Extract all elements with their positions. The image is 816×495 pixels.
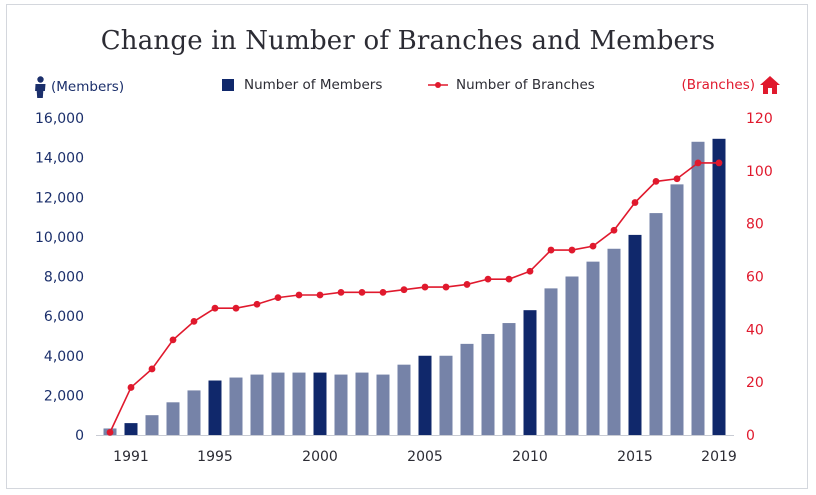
member-bar <box>502 323 516 435</box>
branch-point <box>232 304 240 312</box>
branch-point <box>610 226 618 234</box>
branch-point <box>400 286 408 294</box>
member-bar <box>586 261 600 435</box>
branch-point <box>274 294 282 302</box>
member-bar <box>292 372 306 435</box>
x-tick-label: 2000 <box>302 449 338 465</box>
member-bar <box>649 213 663 435</box>
right-tick-label: 120 <box>746 111 773 127</box>
branch-point <box>253 300 261 308</box>
member-bar <box>124 423 138 435</box>
left-tick-label: 6,000 <box>44 309 84 325</box>
member-bar <box>334 374 348 435</box>
chart-title: Change in Number of Branches and Members <box>100 26 716 56</box>
left-tick-label: 4,000 <box>44 349 84 365</box>
member-bar <box>208 380 222 435</box>
branch-point <box>568 246 576 254</box>
left-tick-label: 16,000 <box>35 111 84 127</box>
branch-point <box>715 159 723 167</box>
x-tick-label: 1991 <box>113 449 149 465</box>
right-tick-label: 0 <box>746 428 755 444</box>
left-tick-label: 12,000 <box>35 190 84 206</box>
branch-point <box>694 159 702 167</box>
left-tick-label: 10,000 <box>35 230 84 246</box>
branch-point <box>484 275 492 283</box>
legend-swatch-branches <box>428 82 448 88</box>
x-tick-label: 2019 <box>701 449 737 465</box>
branch-point <box>127 384 135 391</box>
legend-item-branches: Number of Branches <box>428 77 595 93</box>
member-bar <box>187 390 201 435</box>
right-tick-label: 80 <box>746 217 764 233</box>
legend-label-branches: Number of Branches <box>456 77 595 93</box>
branch-point <box>463 281 471 288</box>
left-axis-label: (Members) <box>51 79 125 95</box>
branch-point <box>421 283 429 291</box>
branch-point <box>190 318 198 325</box>
member-bar <box>397 364 411 435</box>
branch-point <box>652 178 660 185</box>
member-bar <box>418 355 432 435</box>
branch-point <box>316 291 324 299</box>
member-bar <box>565 276 579 435</box>
branches-line <box>109 162 719 433</box>
branch-point <box>148 365 156 373</box>
x-tick-label: 2010 <box>512 449 548 465</box>
member-bar <box>544 288 558 435</box>
right-axis-unit: (Branches) <box>681 76 780 94</box>
right-tick-label: 60 <box>746 270 764 286</box>
member-bar <box>691 141 705 435</box>
branch-point <box>589 242 597 250</box>
member-bar <box>523 310 537 435</box>
member-bar <box>481 333 495 435</box>
branch-point <box>505 275 513 283</box>
branch-point <box>526 267 534 275</box>
house-icon <box>760 76 780 94</box>
x-tick-label: 2015 <box>617 449 653 465</box>
branch-point <box>106 428 114 436</box>
person-icon <box>35 76 46 98</box>
member-bar <box>313 372 327 435</box>
legend-swatch-members <box>222 79 234 91</box>
member-bar <box>250 374 264 435</box>
member-bar <box>670 184 684 435</box>
branch-point <box>358 288 366 296</box>
left-tick-label: 8,000 <box>44 270 84 286</box>
member-bar <box>229 377 243 435</box>
branch-point <box>547 246 555 254</box>
legend-label-members: Number of Members <box>244 77 383 93</box>
member-bar <box>607 248 621 435</box>
member-bar <box>460 343 474 435</box>
member-bar <box>712 138 726 435</box>
member-bar <box>166 402 180 435</box>
member-bar <box>376 374 390 435</box>
branch-point <box>631 199 639 206</box>
member-bar <box>628 234 642 435</box>
member-bar <box>145 415 159 435</box>
right-axis-label: (Branches) <box>681 77 756 93</box>
legend-item-members: Number of Members <box>222 77 382 93</box>
right-tick-label: 20 <box>746 375 764 391</box>
x-tick-label: 1995 <box>197 449 233 465</box>
branch-point <box>673 175 681 183</box>
branch-point <box>379 288 387 296</box>
right-tick-label: 100 <box>746 164 773 180</box>
member-bar <box>355 372 369 435</box>
branch-point <box>211 304 219 312</box>
branch-point <box>337 288 345 296</box>
left-tick-label: 2,000 <box>44 388 84 404</box>
member-bar <box>439 355 453 435</box>
right-tick-label: 40 <box>746 322 764 338</box>
member-bar <box>271 372 285 435</box>
x-tick-label: 2005 <box>407 449 443 465</box>
left-tick-label: 0 <box>75 428 84 444</box>
branch-point <box>295 291 303 299</box>
branch-point <box>169 336 177 344</box>
left-tick-label: 14,000 <box>35 151 84 167</box>
left-axis-unit: (Members) <box>34 76 124 98</box>
branch-point <box>442 283 450 291</box>
